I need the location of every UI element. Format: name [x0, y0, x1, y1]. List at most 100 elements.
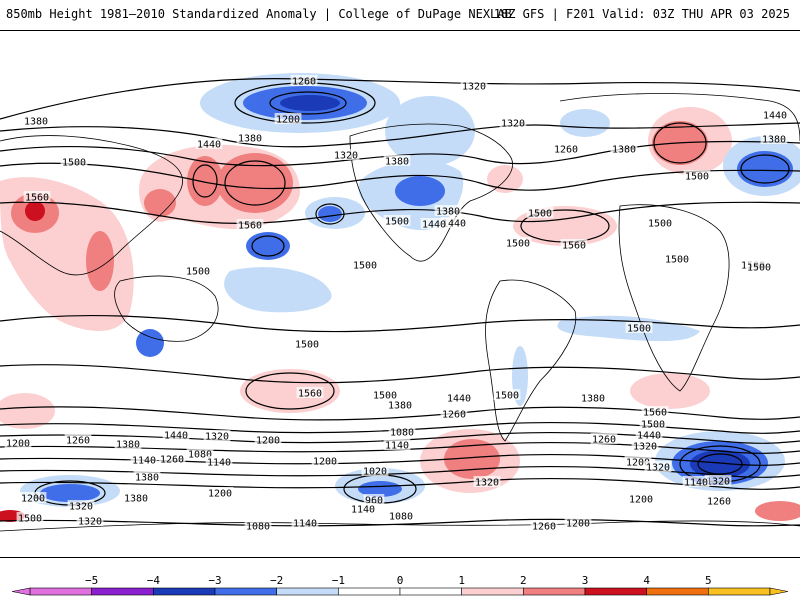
contour-label-bg — [23, 191, 51, 202]
colorbar-segment — [338, 587, 401, 596]
anomaly-region-north-pacific-core — [280, 95, 340, 111]
contour-label: 1380 — [612, 145, 636, 156]
contour-label: 1140 — [351, 505, 375, 516]
contour-label-bg — [133, 471, 161, 482]
contour-label-bg — [19, 492, 47, 503]
anomaly-region-russia-strong-negative — [737, 151, 793, 187]
contour-label-bg — [195, 138, 223, 149]
colorbar-segment — [153, 587, 216, 596]
anomaly-region-canada-negative — [385, 96, 475, 166]
contour-low-central-pacific — [315, 203, 345, 225]
anomaly-region-china-positive — [187, 156, 223, 206]
contour-label: 1560 — [25, 193, 49, 204]
contour-label: 1380 — [116, 440, 140, 451]
contour-label-bg — [624, 456, 652, 467]
contour-high-asia-small — [192, 164, 218, 198]
contour-label: 1080 — [390, 428, 414, 439]
contour-label-bg — [705, 495, 733, 506]
anomaly-region-southern-ocean-core — [358, 481, 402, 497]
contour-label-bg — [236, 219, 264, 230]
contour-label: 1380 — [135, 473, 159, 484]
colorbar-tick-label: −3 — [208, 574, 221, 587]
contour-label-bg — [440, 408, 468, 419]
contour-label-bg — [440, 217, 468, 228]
contour-label-bg — [130, 454, 158, 465]
contour-label: 1200 — [313, 457, 337, 468]
contour-low-russia — [740, 154, 790, 184]
contour-1500-north — [0, 162, 800, 191]
contour-1380-north — [0, 122, 800, 148]
contour-label: 1200 — [629, 495, 653, 506]
contour-label: 1320 — [633, 442, 657, 453]
contour-label: 1140 — [207, 458, 231, 469]
contour-label: 1440 — [164, 431, 188, 442]
anomaly-region-east-asia-strong-positive — [217, 153, 293, 213]
contour-label-bg — [291, 517, 319, 528]
contour-label-bg — [67, 500, 95, 511]
contour-label: 1320 — [78, 517, 102, 528]
contour-label-bg — [627, 493, 655, 504]
colorbar-low-extend — [11, 587, 31, 596]
colorbar-tick-label: −2 — [270, 574, 283, 587]
contour-high-east-asia — [224, 160, 286, 206]
contour-label: 1200 — [276, 115, 300, 126]
contour-label-bg — [293, 338, 321, 349]
contour-labels: 1260 1320 1200 1380 1320 1380 1440 1380 1320 1380… — [4, 75, 789, 533]
contour-label: 1500 — [295, 340, 319, 351]
contour-label-bg — [363, 494, 385, 505]
contour-label: 1500 — [385, 217, 409, 228]
contour-label-bg — [625, 322, 653, 333]
map-header: 850mb Height 1981–2010 Standardized Anom… — [0, 0, 800, 30]
anomaly-region-tropical-pacific-negative — [224, 267, 332, 313]
contour-label-bg — [383, 439, 411, 450]
contour-label: 1500 — [373, 391, 397, 402]
contour-label-bg — [244, 520, 272, 531]
contour-label: 1200 — [256, 436, 280, 447]
contour-label: 1140 — [132, 456, 156, 467]
contour-label: 1440 — [197, 140, 221, 151]
contour-label: 1560 — [562, 241, 586, 252]
colorbar-segment — [523, 587, 586, 596]
contour-label-bg — [526, 207, 554, 218]
contour-label: 1500 — [62, 158, 86, 169]
colorbar-tick-label: 2 — [520, 574, 527, 587]
contour-label-bg — [420, 218, 448, 229]
contour-label-bg — [460, 80, 488, 91]
contour-label-bg — [332, 149, 360, 160]
contour-label: 1320 — [501, 119, 525, 130]
contour-label-bg — [361, 465, 389, 476]
contour-label-bg — [383, 215, 411, 226]
contour-label-bg — [761, 109, 789, 120]
contour-label-bg — [296, 387, 324, 398]
contour-label: 1320 — [69, 502, 93, 513]
contour-1320-south — [0, 441, 800, 454]
contour-label-bg — [76, 515, 104, 526]
contour-label-bg — [351, 259, 379, 270]
contour-label-bg — [254, 434, 282, 445]
contour-label: 1500 — [186, 267, 210, 278]
contour-1260-polar — [0, 518, 800, 527]
contour-label-bg — [493, 389, 521, 400]
contour-label: 1560 — [238, 221, 262, 232]
contour-label: 1260 — [66, 436, 90, 447]
contour-label-bg — [434, 205, 462, 216]
coastline-antarctica — [0, 520, 800, 532]
contour-label: 1380 — [436, 207, 460, 218]
coastline-africa — [618, 204, 730, 392]
anomaly-region-southeast-asia-positive — [86, 231, 114, 291]
colorbar-segment — [276, 587, 339, 596]
contour-label: 1260 — [707, 497, 731, 508]
contour-label-bg — [387, 510, 415, 521]
colorbar-tick-label: 0 — [397, 574, 404, 587]
anomaly-region-western-us-negative — [395, 176, 445, 206]
colorbar-segment — [461, 587, 524, 596]
contour-1560-north — [0, 201, 800, 225]
anomaly-region-central-pacific-core — [318, 206, 342, 222]
contour-label-bg — [504, 237, 532, 248]
contour-label: 1320 — [646, 463, 670, 474]
coastline-australia — [114, 275, 219, 342]
colorbar-segment — [91, 587, 154, 596]
colorbar-tick-label: −1 — [332, 574, 345, 587]
contour-label-bg — [445, 392, 473, 403]
contour-label: 1380 — [24, 117, 48, 128]
